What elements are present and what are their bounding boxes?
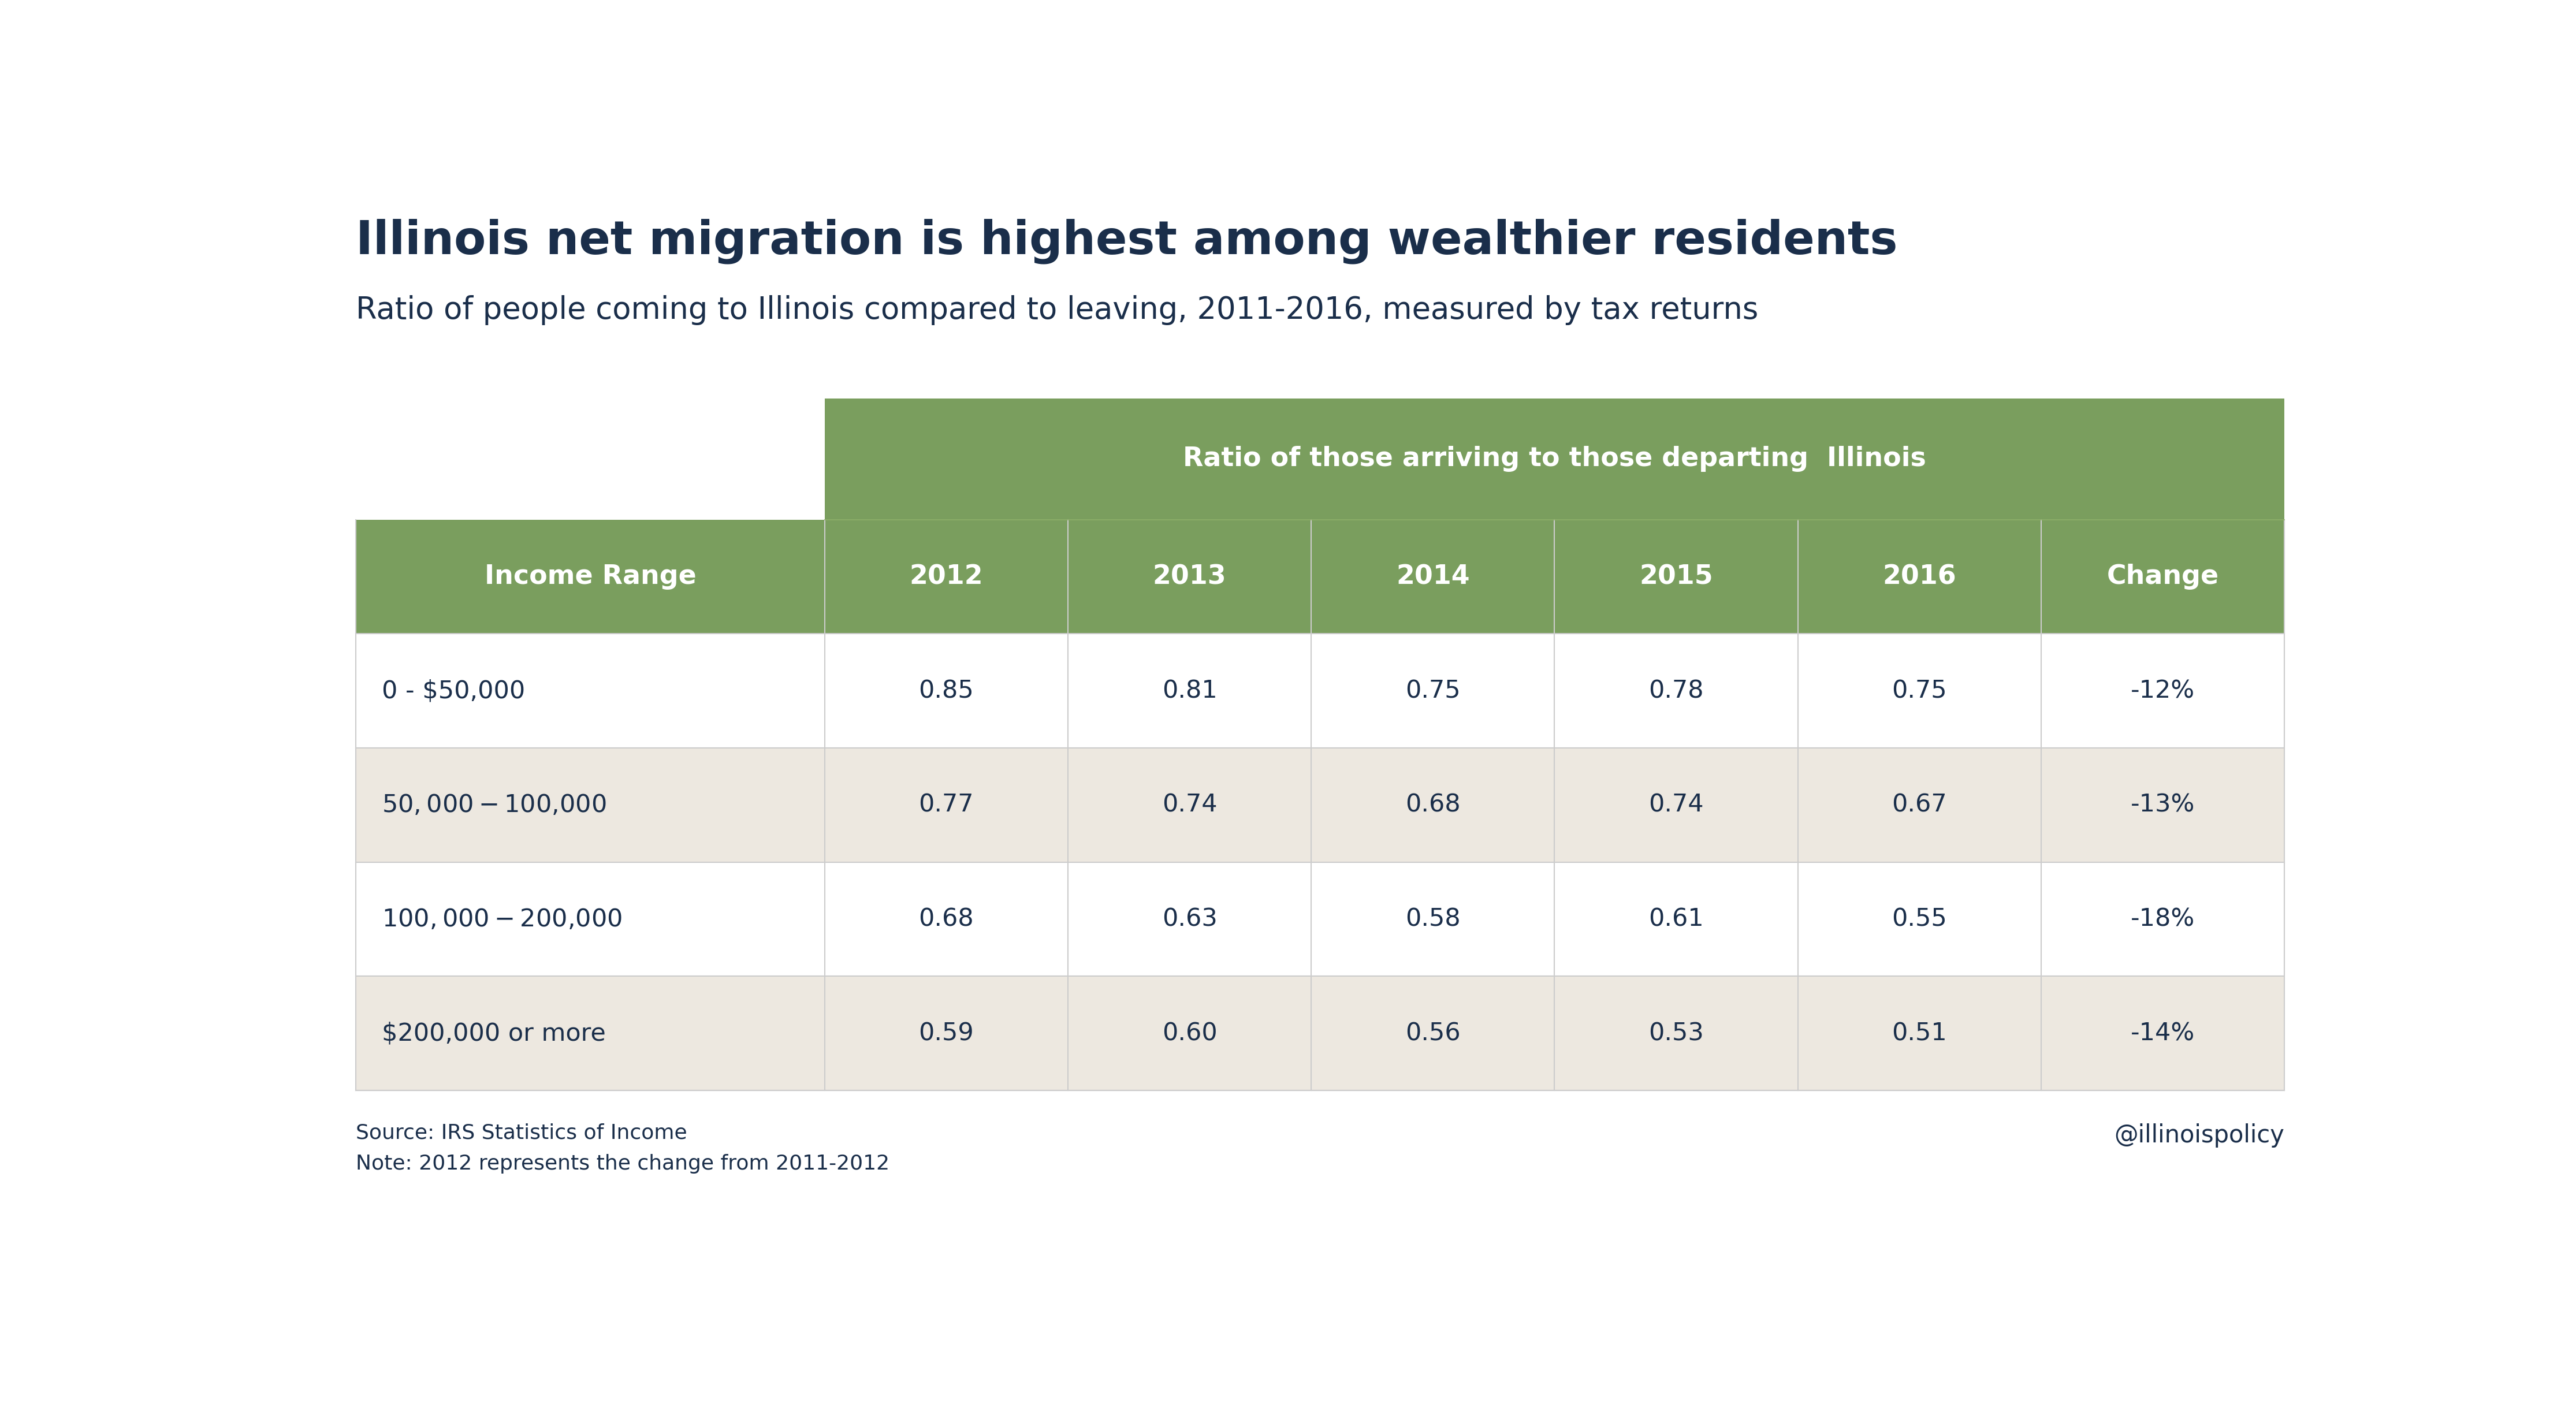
Text: $50,000 - $100,000: $50,000 - $100,000	[381, 792, 605, 818]
Text: Change: Change	[2107, 563, 2218, 590]
Text: 2015: 2015	[1638, 563, 1713, 590]
Text: 0 - $50,000: 0 - $50,000	[381, 679, 526, 703]
Text: 0.75: 0.75	[1406, 679, 1461, 703]
Text: 0.75: 0.75	[1891, 679, 1947, 703]
Text: Ratio of those arriving to those departing  Illinois: Ratio of those arriving to those departi…	[1182, 446, 1927, 473]
Text: -18%: -18%	[2130, 907, 2195, 931]
Text: 0.55: 0.55	[1891, 907, 1947, 931]
Text: 0.74: 0.74	[1649, 792, 1703, 818]
Text: 0.61: 0.61	[1649, 907, 1703, 931]
Text: 0.51: 0.51	[1891, 1022, 1947, 1046]
Text: 0.67: 0.67	[1891, 792, 1947, 818]
Text: -13%: -13%	[2130, 792, 2195, 818]
Text: -12%: -12%	[2130, 679, 2195, 703]
Text: 0.78: 0.78	[1649, 679, 1703, 703]
Text: 0.53: 0.53	[1649, 1022, 1703, 1046]
Text: @illinoispolicy: @illinoispolicy	[2115, 1124, 2285, 1148]
Text: 0.68: 0.68	[1406, 792, 1461, 818]
Text: $100,000 - $200,000: $100,000 - $200,000	[381, 907, 623, 931]
Text: 0.56: 0.56	[1406, 1022, 1461, 1046]
Text: 0.77: 0.77	[920, 792, 974, 818]
Text: 0.60: 0.60	[1162, 1022, 1218, 1046]
Text: 0.85: 0.85	[920, 679, 974, 703]
Text: -14%: -14%	[2130, 1022, 2195, 1046]
Text: Source: IRS Statistics of Income
Note: 2012 represents the change from 2011-2012: Source: IRS Statistics of Income Note: 2…	[355, 1124, 889, 1173]
Text: 2012: 2012	[909, 563, 984, 590]
Text: Income Range: Income Range	[484, 563, 696, 590]
Text: 2013: 2013	[1151, 563, 1226, 590]
Text: 2016: 2016	[1883, 563, 1955, 590]
Text: 2014: 2014	[1396, 563, 1471, 590]
Text: 0.63: 0.63	[1162, 907, 1218, 931]
Text: 0.68: 0.68	[920, 907, 974, 931]
Text: 0.81: 0.81	[1162, 679, 1218, 703]
Text: $200,000 or more: $200,000 or more	[381, 1022, 605, 1046]
Text: 0.59: 0.59	[920, 1022, 974, 1046]
Text: 0.74: 0.74	[1162, 792, 1218, 818]
Text: Ratio of people coming to Illinois compared to leaving, 2011-2016, measured by t: Ratio of people coming to Illinois compa…	[355, 296, 1759, 325]
Text: 0.58: 0.58	[1406, 907, 1461, 931]
Text: Illinois net migration is highest among wealthier residents: Illinois net migration is highest among …	[355, 219, 1899, 265]
